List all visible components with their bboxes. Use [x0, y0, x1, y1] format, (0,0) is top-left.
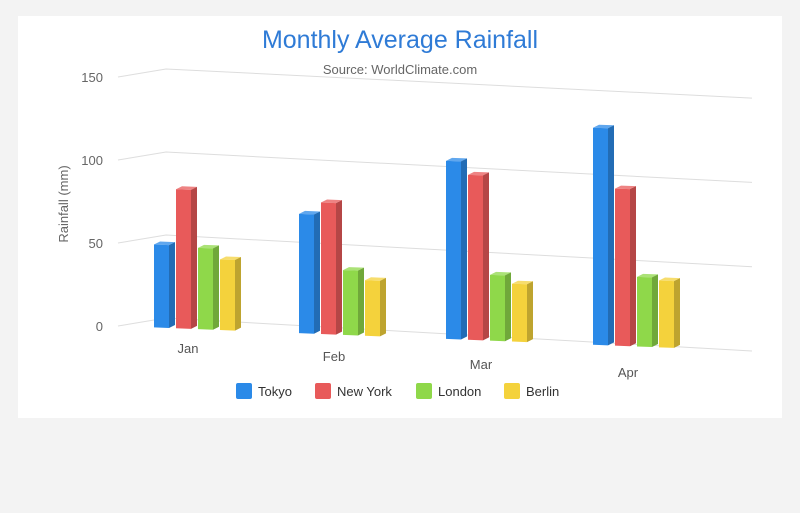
bar-feb-new-york[interactable] — [321, 199, 342, 335]
bar-side-face — [505, 272, 511, 342]
bar-side-face — [461, 158, 467, 340]
bar-side-face — [483, 172, 489, 341]
bar-apr-berlin[interactable] — [659, 277, 680, 348]
legend-label: New York — [337, 384, 392, 399]
chart-subtitle: Source: WorldClimate.com — [322, 62, 478, 77]
bar-front-face — [468, 174, 483, 341]
bar-top-face — [659, 277, 680, 282]
bar-side-face — [674, 278, 680, 348]
bar-side-face — [630, 186, 636, 347]
bar-side-face — [336, 200, 342, 335]
y-axis-ticks: 0 50 100 150 — [81, 70, 103, 334]
legend-label: Berlin — [526, 384, 559, 399]
bar-top-face — [637, 273, 658, 278]
gridline — [117, 234, 753, 268]
gridlines — [117, 68, 753, 352]
bar-apr-tokyo[interactable] — [593, 124, 614, 346]
bar-front-face — [299, 213, 314, 334]
gridline — [117, 151, 753, 183]
legend-swatch — [315, 383, 331, 399]
bar-top-face — [321, 199, 342, 204]
bar-front-face — [321, 202, 336, 335]
bar-side-face — [314, 211, 320, 334]
bar-front-face — [343, 270, 358, 336]
x-tick-label: Mar — [470, 357, 493, 372]
legend-swatch — [416, 383, 432, 399]
legend-label: London — [438, 384, 481, 399]
bar-front-face — [659, 280, 674, 348]
bar-apr-london[interactable] — [637, 273, 658, 348]
bar-side-face — [235, 257, 241, 331]
legend-swatch — [504, 383, 520, 399]
bar-front-face — [154, 244, 169, 329]
bar-top-face — [446, 157, 467, 162]
bar-top-face — [615, 185, 636, 190]
legend-item-new-york[interactable]: New York — [315, 383, 392, 399]
x-tick-label: Apr — [618, 365, 639, 380]
bar-front-face — [365, 280, 380, 337]
legend-swatch — [236, 383, 252, 399]
bar-top-face — [154, 241, 175, 246]
bar-mar-berlin[interactable] — [512, 280, 533, 343]
bar-side-face — [608, 125, 614, 346]
bar-front-face — [490, 274, 505, 342]
bar-top-face — [299, 210, 320, 215]
bar-jan-tokyo[interactable] — [154, 241, 175, 329]
bar-side-face — [380, 277, 386, 337]
bar-front-face — [615, 188, 630, 347]
bar-feb-tokyo[interactable] — [299, 210, 320, 334]
bar-top-face — [593, 124, 614, 129]
bar-jan-london[interactable] — [198, 244, 219, 330]
bar-mar-london[interactable] — [490, 271, 511, 342]
legend-item-london[interactable]: London — [416, 383, 481, 399]
bars — [154, 124, 680, 348]
bar-jan-berlin[interactable] — [220, 256, 241, 331]
bar-front-face — [446, 160, 461, 340]
bar-top-face — [365, 277, 386, 281]
bar-side-face — [358, 267, 364, 336]
bar-feb-london[interactable] — [343, 267, 364, 336]
chart-card: Monthly Average Rainfall Source: WorldCl… — [18, 16, 782, 418]
legend[interactable]: Tokyo New York London Berlin — [236, 383, 559, 399]
x-tick-label: Feb — [323, 349, 345, 364]
bar-top-face — [198, 244, 219, 249]
chart-title: Monthly Average Rainfall — [261, 26, 539, 54]
bar-mar-tokyo[interactable] — [446, 157, 467, 340]
y-tick-label: 50 — [89, 236, 103, 251]
gridline — [117, 68, 753, 99]
bar-top-face — [220, 256, 241, 261]
bar-top-face — [176, 186, 197, 190]
bar-side-face — [191, 186, 197, 329]
bar-top-face — [343, 267, 364, 271]
bar-front-face — [512, 283, 527, 343]
bar-front-face — [176, 189, 191, 329]
y-tick-label: 0 — [96, 319, 103, 334]
bar-top-face — [512, 280, 533, 285]
bar-front-face — [220, 259, 235, 331]
bar-side-face — [652, 274, 658, 348]
x-axis-ticks: Jan Feb Mar Apr — [178, 341, 639, 380]
x-tick-label: Jan — [178, 341, 199, 356]
legend-label: Tokyo — [258, 384, 292, 399]
bar-side-face — [213, 245, 219, 330]
bar-front-face — [637, 276, 652, 348]
bar-front-face — [198, 247, 213, 330]
bar-mar-new-york[interactable] — [468, 171, 489, 341]
bar-top-face — [468, 171, 489, 176]
bar-side-face — [527, 281, 533, 343]
legend-item-tokyo[interactable]: Tokyo — [236, 383, 292, 399]
y-axis-title: Rainfall (mm) — [56, 165, 71, 242]
bar-front-face — [593, 127, 608, 346]
bar-top-face — [490, 271, 511, 276]
bar-feb-berlin[interactable] — [365, 277, 386, 337]
y-tick-label: 150 — [81, 70, 103, 85]
legend-item-berlin[interactable]: Berlin — [504, 383, 559, 399]
bar-side-face — [169, 242, 175, 329]
bar-apr-new-york[interactable] — [615, 185, 636, 347]
bar-jan-new-york[interactable] — [176, 186, 197, 329]
y-tick-label: 100 — [81, 153, 103, 168]
